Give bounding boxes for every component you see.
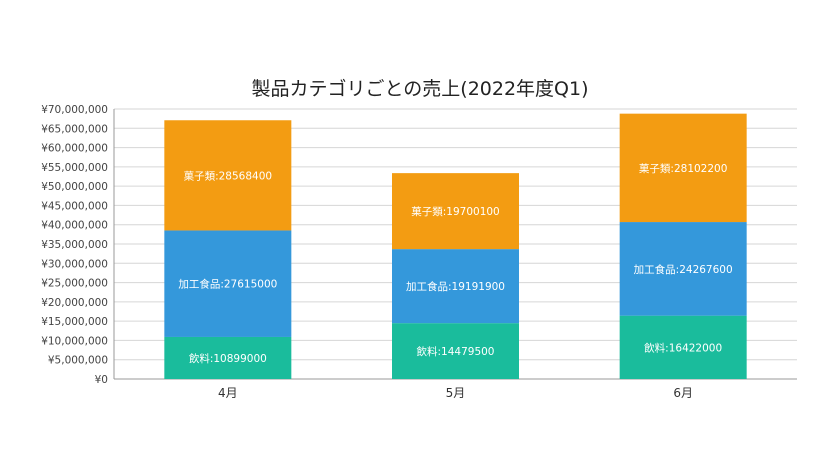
y-tick-label: ¥60,000,000 <box>41 143 108 155</box>
data-label: 飲料:14479500 <box>417 345 495 358</box>
y-tick-label: ¥0 <box>95 374 108 386</box>
bar-segment <box>392 323 519 379</box>
data-label: 菓子類:19700100 <box>411 206 499 218</box>
data-label: 加工食品:19191900 <box>406 280 505 293</box>
x-tick-label: 6月 <box>673 386 693 400</box>
data-label: 菓子類:28568400 <box>184 170 272 182</box>
data-label: 飲料:16422000 <box>644 341 722 354</box>
data-label: 飲料:10899000 <box>189 352 267 365</box>
x-tick-label: 4月 <box>218 386 238 400</box>
y-tick-label: ¥70,000,000 <box>41 104 108 116</box>
y-tick-label: ¥30,000,000 <box>41 258 108 270</box>
data-label: 加工食品:24267600 <box>634 263 733 276</box>
y-tick-label: ¥55,000,000 <box>41 162 108 174</box>
y-tick-label: ¥40,000,000 <box>41 220 108 232</box>
y-tick-label: ¥25,000,000 <box>41 278 108 290</box>
y-tick-label: ¥45,000,000 <box>41 200 108 212</box>
bar-segment <box>164 120 292 231</box>
y-tick-label: ¥35,000,000 <box>41 239 108 251</box>
chart-title: 製品カテゴリごとの売上(2022年度Q1) <box>251 78 589 100</box>
bar-segment <box>164 336 292 379</box>
y-tick-label: ¥50,000,000 <box>41 181 108 193</box>
bar-segment <box>619 113 747 223</box>
bar-segment <box>392 173 519 250</box>
bar-segment <box>164 230 292 337</box>
x-tick-label: 5月 <box>446 386 466 400</box>
y-tick-label: ¥65,000,000 <box>41 123 108 135</box>
y-tick-label: ¥10,000,000 <box>41 335 108 347</box>
y-tick-label: ¥20,000,000 <box>41 297 108 309</box>
y-tick-label: ¥5,000,000 <box>48 355 108 367</box>
data-label: 加工食品:27615000 <box>178 278 277 291</box>
bar-segment <box>619 222 747 316</box>
data-label: 菓子類:28102200 <box>639 163 727 175</box>
bar-segment <box>619 315 747 379</box>
y-tick-label: ¥15,000,000 <box>41 316 108 328</box>
bar-segment <box>392 249 519 324</box>
